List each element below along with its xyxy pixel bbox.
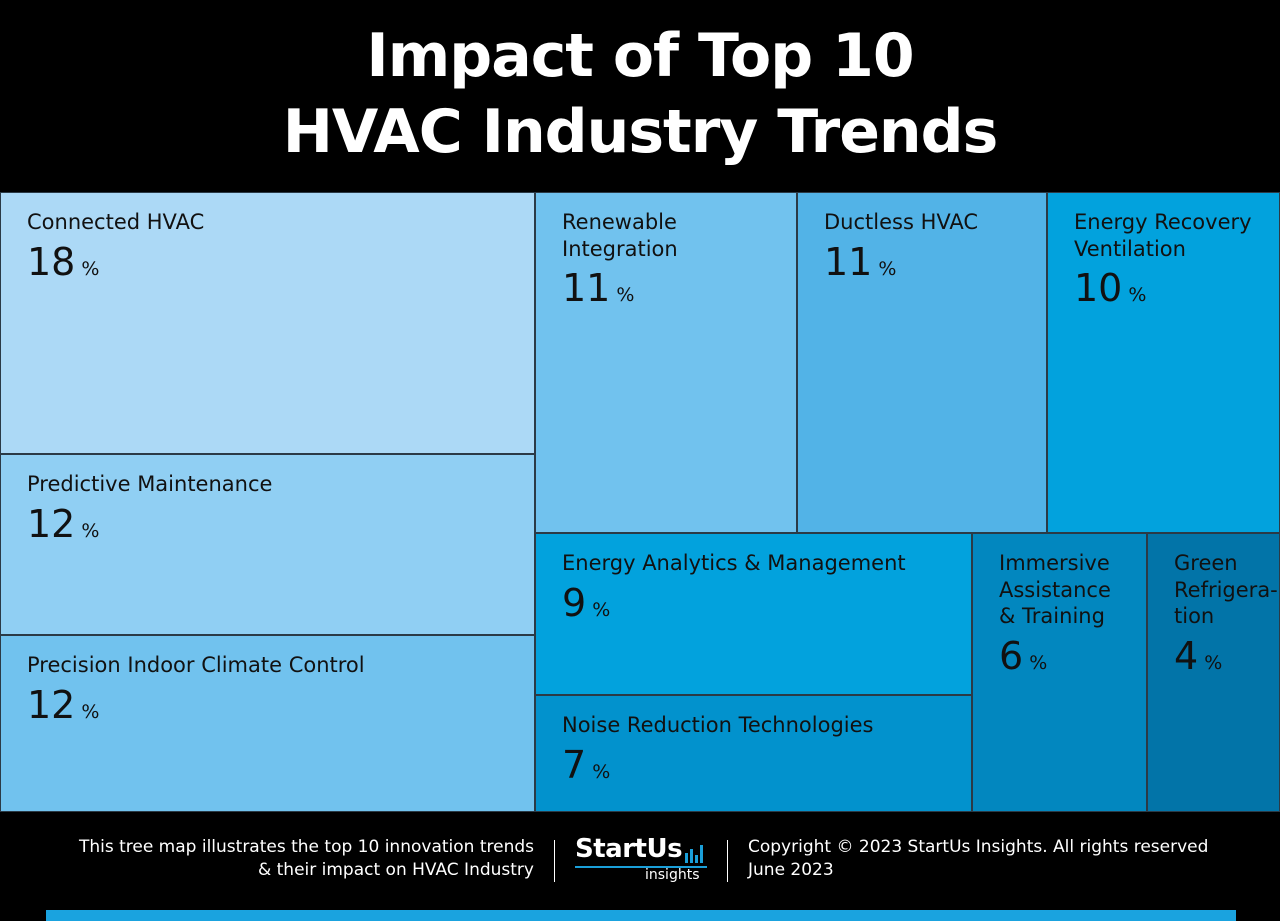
- treemap-cell-noise-reduction-technologies: Noise Reduction Technologies 7%: [535, 695, 972, 812]
- cell-value-number: 12: [27, 501, 76, 546]
- treemap-cell-energy-recovery-ventilation: Energy Recovery Ventilation 10%: [1047, 192, 1280, 533]
- cell-value: 10%: [1074, 266, 1146, 317]
- cell-label: Green Refrigera- tion: [1174, 551, 1278, 628]
- cell-value-number: 7: [562, 742, 587, 787]
- treemap-cell-renewable-integration: Renewable Integration 11%: [535, 192, 797, 533]
- cell-value-unit: %: [1029, 651, 1048, 674]
- cell-label: Energy Analytics & Management: [562, 551, 906, 575]
- treemap-cell-immersive-assistance-training: Immersive Assistance & Training 6%: [972, 533, 1147, 812]
- treemap-cell-energy-analytics-management: Energy Analytics & Management 9%: [535, 533, 972, 695]
- logo-underline: [575, 866, 707, 868]
- bar-chart-icon: [685, 845, 703, 863]
- cell-value-unit: %: [1128, 284, 1147, 306]
- cell-value: 12%: [27, 502, 99, 553]
- cell-value-number: 11: [824, 239, 873, 284]
- cell-value-unit: %: [81, 700, 100, 723]
- cell-value: 4%: [1174, 634, 1222, 685]
- logo-wordmark: StartUs: [575, 834, 683, 864]
- cell-value-unit: %: [81, 257, 100, 280]
- treemap-cell-precision-indoor-climate-control: Precision Indoor Climate Control 12%: [0, 635, 535, 812]
- footer-divider-right: [727, 840, 728, 882]
- logo-subtext: insights: [645, 867, 700, 883]
- cell-value-unit: %: [592, 760, 611, 783]
- cell-value-number: 11: [562, 266, 611, 310]
- footer: This tree map illustrates the top 10 inn…: [0, 812, 1280, 921]
- cell-value: 12%: [27, 683, 99, 734]
- cell-value: 7%: [562, 743, 610, 794]
- cell-label: Connected HVAC: [27, 210, 205, 234]
- cell-value-unit: %: [81, 519, 100, 542]
- startus-logo: StartUs insights: [575, 834, 715, 884]
- footer-description-line-1: This tree map illustrates the top 10 inn…: [78, 837, 534, 857]
- accent-bar: [46, 910, 1236, 921]
- title-line-1: Impact of Top 10: [366, 21, 914, 91]
- cell-value-number: 12: [27, 682, 76, 727]
- treemap-cell-predictive-maintenance: Predictive Maintenance 12%: [0, 454, 535, 635]
- cell-value-unit: %: [616, 284, 635, 306]
- cell-value-unit: %: [1204, 651, 1223, 674]
- treemap-cell-ductless-hvac: Ductless HVAC 11%: [797, 192, 1047, 533]
- footer-description-line-2: & their impact on HVAC Industry: [257, 860, 534, 880]
- cell-value-number: 10: [1074, 266, 1123, 310]
- cell-value-unit: %: [878, 257, 897, 280]
- cell-value: 18%: [27, 240, 99, 291]
- cell-label: Ductless HVAC: [824, 210, 979, 234]
- cell-value-unit: %: [592, 598, 611, 621]
- title-line-2: HVAC Industry Trends: [282, 97, 999, 167]
- cell-label: Energy Recovery Ventilation: [1074, 210, 1252, 261]
- cell-value: 11%: [562, 266, 634, 317]
- cell-value: 6%: [999, 634, 1047, 685]
- cell-value-number: 4: [1174, 633, 1199, 678]
- cell-value-number: 9: [562, 580, 587, 625]
- date-text: June 2023: [748, 860, 834, 880]
- cell-value-number: 18: [27, 239, 76, 284]
- chart-title: Impact of Top 10 HVAC Industry Trends: [0, 18, 1280, 170]
- treemap: Connected HVAC 18% Predictive Maintenance 1…: [0, 192, 1280, 812]
- cell-label: Renewable Integration: [562, 210, 678, 261]
- cell-label: Noise Reduction Technologies: [562, 713, 874, 737]
- cell-label: Predictive Maintenance: [27, 472, 273, 496]
- copyright-text: Copyright © 2023 StartUs Insights. All r…: [748, 837, 1209, 857]
- footer-copyright: Copyright © 2023 StartUs Insights. All r…: [748, 836, 1268, 882]
- cell-value: 11%: [824, 240, 896, 291]
- treemap-cell-connected-hvac: Connected HVAC 18%: [0, 192, 535, 454]
- cell-value: 9%: [562, 581, 610, 632]
- cell-label: Immersive Assistance & Training: [999, 551, 1111, 628]
- cell-value-number: 6: [999, 633, 1024, 678]
- cell-label: Precision Indoor Climate Control: [27, 653, 365, 677]
- footer-description: This tree map illustrates the top 10 inn…: [14, 836, 534, 882]
- footer-divider-left: [554, 840, 555, 882]
- treemap-cell-green-refrigera-tion: Green Refrigera- tion 4%: [1147, 533, 1280, 812]
